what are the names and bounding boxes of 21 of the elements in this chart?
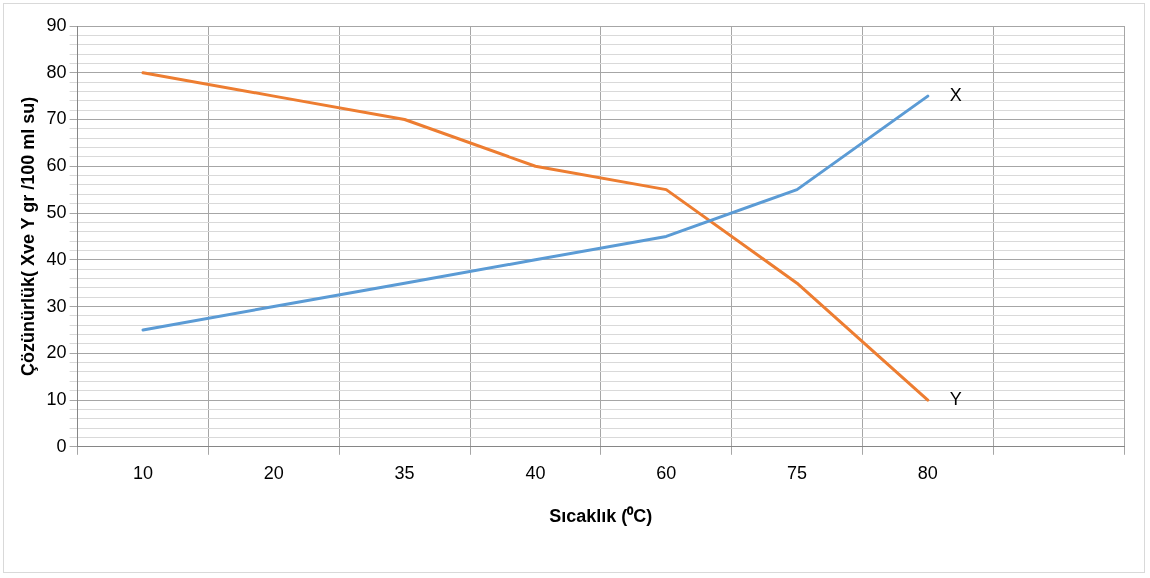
y-tick-label: 60 [46,155,67,176]
x-tick-label: 75 [786,462,808,483]
y-tick-label: 0 [56,435,67,456]
y-tick-label: 20 [46,342,67,363]
y-tick-label: 50 [46,201,67,222]
x-tick-label: 40 [525,462,546,483]
x-tick-label: 60 [656,462,677,483]
y-tick-label: 30 [46,295,67,316]
y-tick-label: 70 [46,108,67,129]
x-axis-title: Sıcaklık (⁰C) [549,506,653,527]
y-axis-title: Çözünürlük( Xve Y gr /100 ml su) [17,96,38,377]
y-tick-label: 90 [46,14,67,35]
y-tick-label: 40 [46,248,67,269]
x-tick-label: 35 [394,462,415,483]
x-tick-label: 10 [133,462,154,483]
y-tick-label: 80 [46,61,67,82]
series-label: X [949,85,962,106]
x-tick-label: 20 [263,462,284,483]
x-tick-label: 80 [917,462,938,483]
series-label: Y [949,389,962,410]
y-tick-label: 10 [46,389,67,410]
